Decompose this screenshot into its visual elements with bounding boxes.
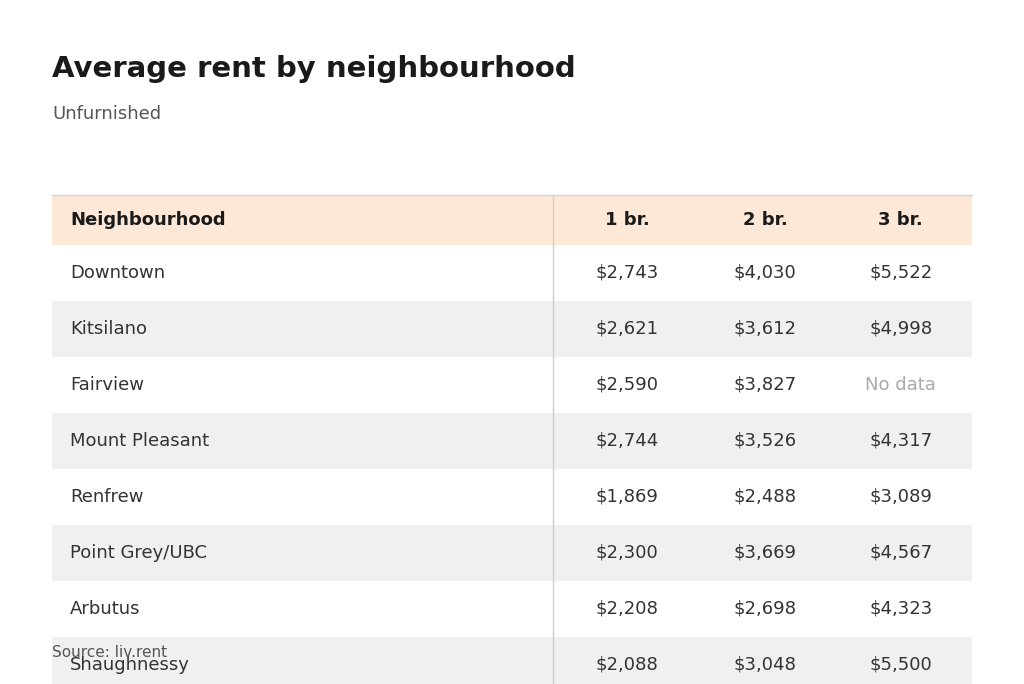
Text: $2,698: $2,698 <box>733 600 797 618</box>
Bar <box>52 301 972 357</box>
Text: Source: liv.rent: Source: liv.rent <box>52 645 167 660</box>
Text: $3,048: $3,048 <box>733 656 797 674</box>
Bar <box>52 469 972 525</box>
Text: 1 br.: 1 br. <box>604 211 649 229</box>
Bar <box>52 245 972 301</box>
Text: Arbutus: Arbutus <box>70 600 140 618</box>
Text: Kitsilano: Kitsilano <box>70 320 147 338</box>
Text: $3,612: $3,612 <box>733 320 797 338</box>
Text: $4,998: $4,998 <box>869 320 932 338</box>
Text: Downtown: Downtown <box>70 264 165 282</box>
Text: Mount Pleasant: Mount Pleasant <box>70 432 209 450</box>
Bar <box>52 413 972 469</box>
Text: $2,621: $2,621 <box>596 320 658 338</box>
Bar <box>52 525 972 581</box>
Text: $4,030: $4,030 <box>733 264 797 282</box>
Text: 3 br.: 3 br. <box>879 211 923 229</box>
Text: Renfrew: Renfrew <box>70 488 143 506</box>
Text: $3,526: $3,526 <box>733 432 797 450</box>
Text: $4,317: $4,317 <box>869 432 932 450</box>
Text: $3,827: $3,827 <box>733 376 797 394</box>
Bar <box>52 637 972 684</box>
Bar <box>52 195 972 245</box>
Text: $2,744: $2,744 <box>595 432 658 450</box>
Text: $5,522: $5,522 <box>869 264 932 282</box>
Text: Average rent by neighbourhood: Average rent by neighbourhood <box>52 55 575 83</box>
Text: $3,089: $3,089 <box>869 488 932 506</box>
Text: $2,488: $2,488 <box>733 488 797 506</box>
Text: Shaughnessy: Shaughnessy <box>70 656 189 674</box>
Text: $2,300: $2,300 <box>596 544 658 562</box>
Text: Fairview: Fairview <box>70 376 144 394</box>
Text: $1,869: $1,869 <box>596 488 658 506</box>
Text: 2 br.: 2 br. <box>742 211 787 229</box>
Bar <box>52 581 972 637</box>
Bar <box>52 357 972 413</box>
Text: Unfurnished: Unfurnished <box>52 105 161 123</box>
Text: $2,088: $2,088 <box>596 656 658 674</box>
Text: Neighbourhood: Neighbourhood <box>70 211 225 229</box>
Text: $5,500: $5,500 <box>869 656 932 674</box>
Text: No data: No data <box>865 376 936 394</box>
Text: $4,323: $4,323 <box>869 600 932 618</box>
Text: $2,743: $2,743 <box>595 264 658 282</box>
Text: $2,590: $2,590 <box>596 376 658 394</box>
Text: $2,208: $2,208 <box>596 600 658 618</box>
Text: $3,669: $3,669 <box>733 544 797 562</box>
Text: $4,567: $4,567 <box>869 544 932 562</box>
Text: Point Grey/UBC: Point Grey/UBC <box>70 544 207 562</box>
